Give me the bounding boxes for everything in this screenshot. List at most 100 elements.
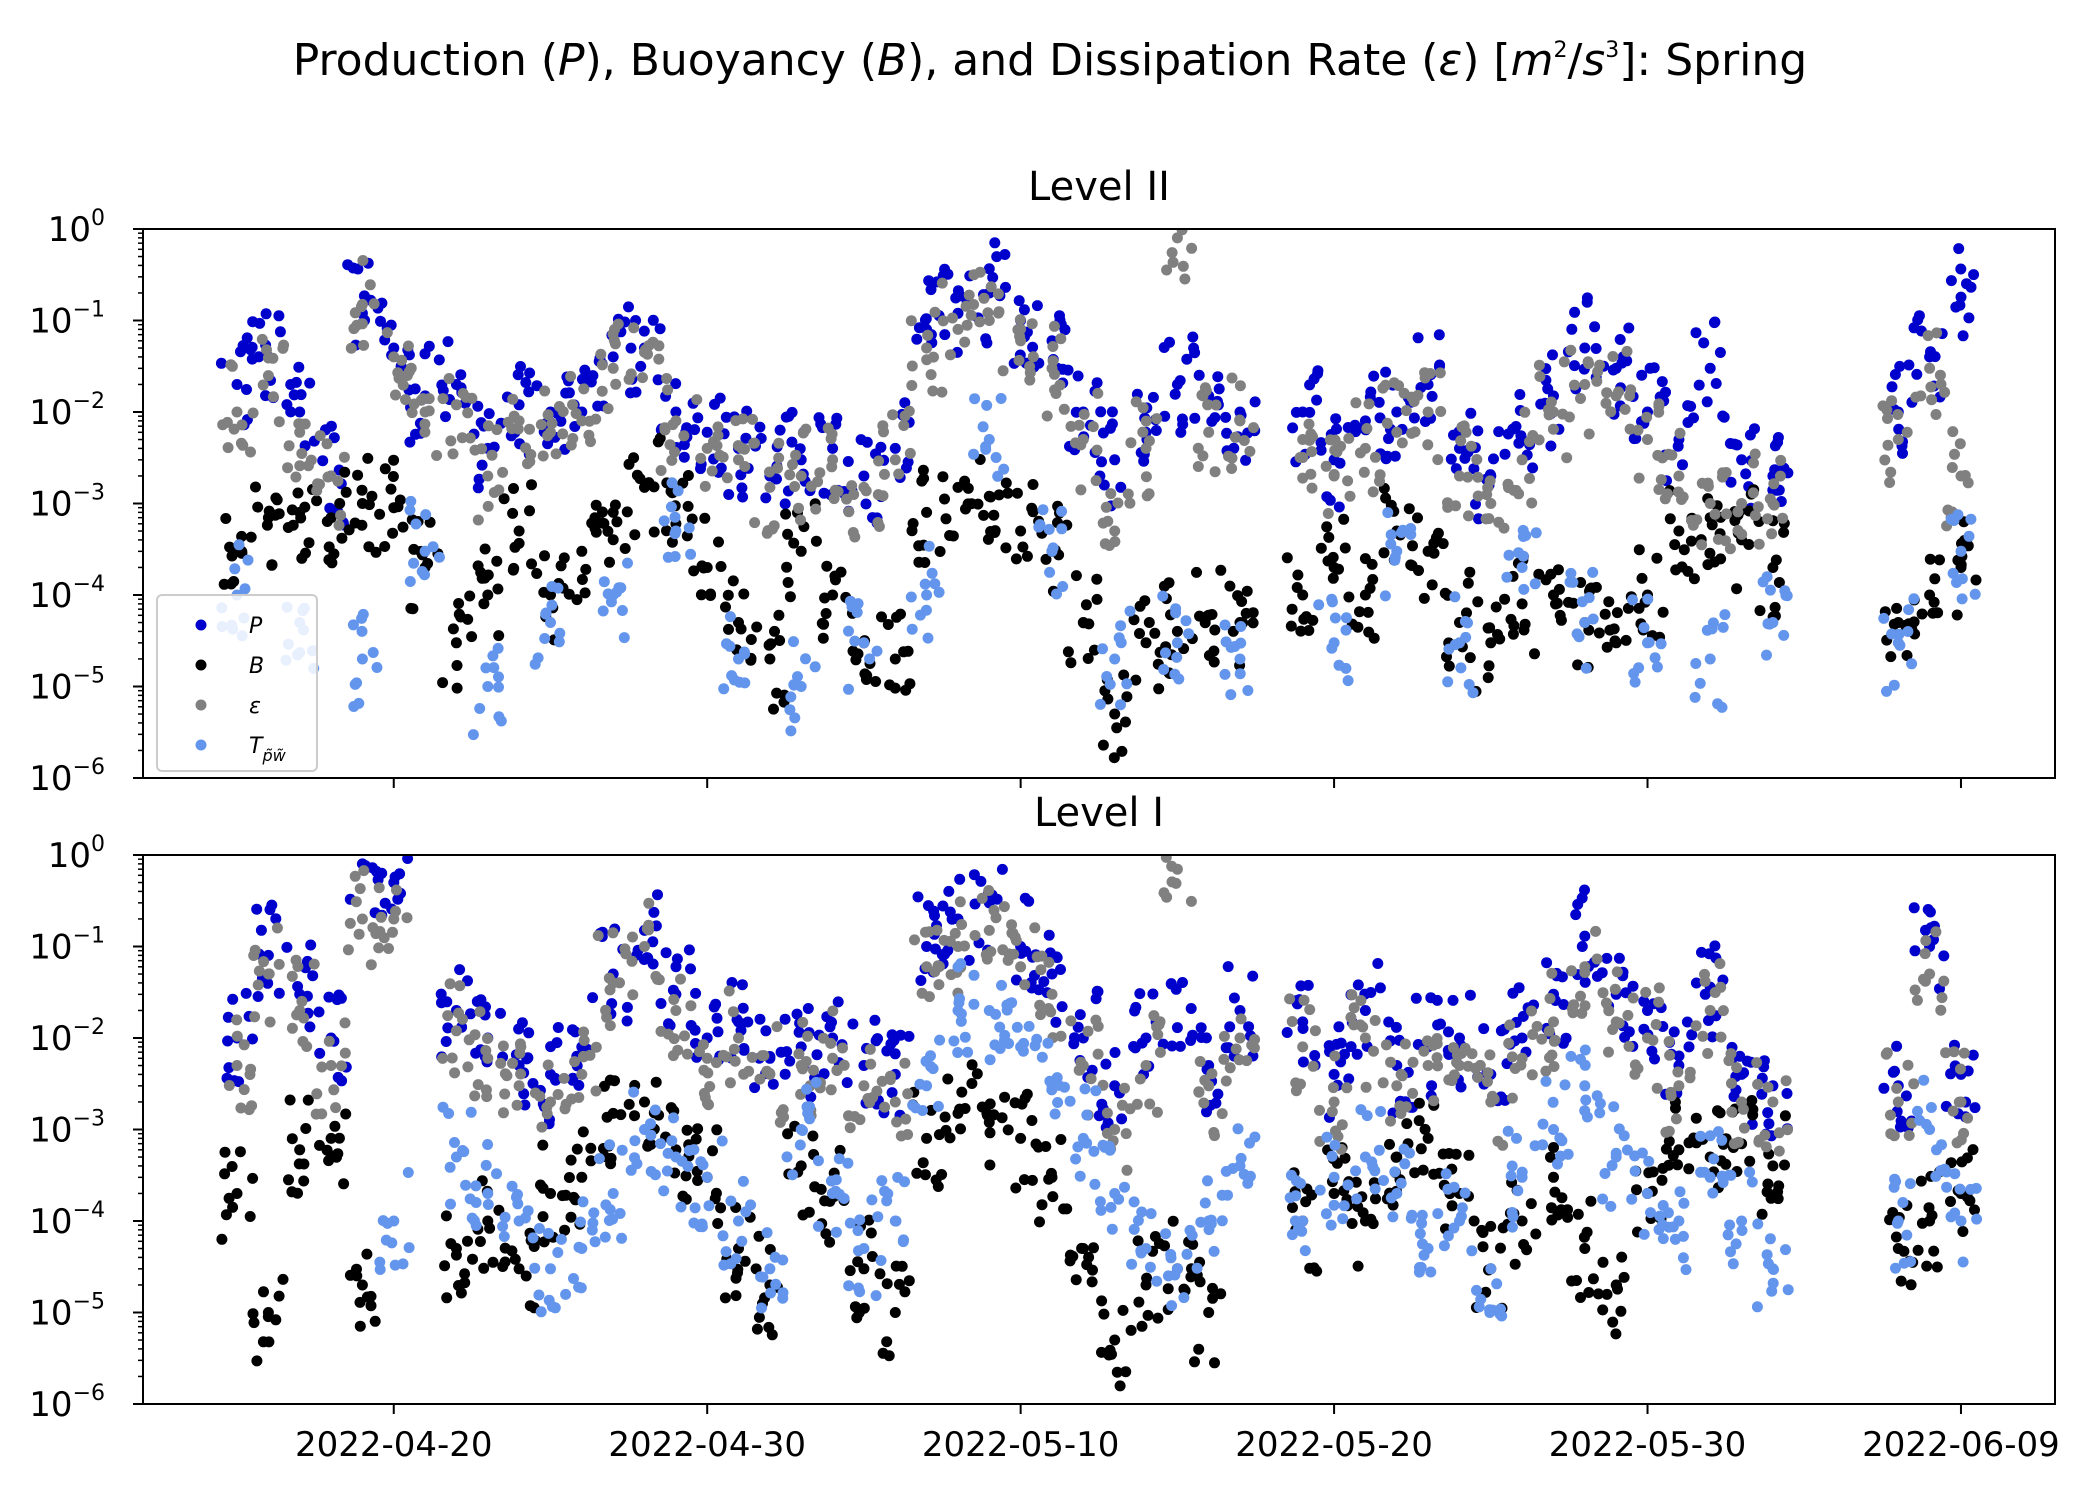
data-point-cloud [952, 961, 964, 973]
data-point-cloud [1962, 1112, 1974, 1124]
data-point-cloud [1911, 368, 1923, 380]
data-point-cloud [881, 1336, 893, 1348]
data-point-cloud [713, 536, 724, 548]
data-point-cloud [1583, 358, 1595, 370]
data-point-cloud [681, 1048, 693, 1060]
data-point-cloud [1608, 1101, 1620, 1113]
data-point-cloud [728, 1043, 740, 1055]
data-point-cloud [1351, 1193, 1363, 1205]
data-point-cloud [532, 652, 544, 664]
data-point-cloud [1040, 553, 1052, 565]
data-point-cloud [1128, 614, 1140, 626]
data-point-cloud [723, 623, 734, 635]
data-point-cloud [1915, 1175, 1927, 1187]
data-point-cloud [607, 534, 619, 546]
data-point-cloud [579, 587, 591, 599]
data-point-cloud [1151, 1106, 1163, 1118]
data-point-cloud [1238, 1168, 1250, 1180]
data-point-cloud [1068, 1038, 1080, 1050]
data-point-cloud [1762, 513, 1774, 525]
data-point-cloud [1064, 1095, 1076, 1107]
data-point-cloud [1482, 622, 1494, 634]
data-point-cloud [996, 863, 1008, 875]
data-point-cloud [217, 419, 229, 431]
data-point-cloud [1590, 343, 1602, 354]
data-point-cloud [534, 1090, 546, 1102]
data-point-cloud [1618, 1271, 1630, 1283]
data-point-cloud [1898, 1257, 1910, 1269]
data-point [858, 637, 870, 649]
data-point-cloud [391, 884, 402, 896]
data-point-cloud [819, 592, 831, 604]
data-point-cloud [1725, 1246, 1736, 1258]
data-point-cloud [1403, 503, 1415, 515]
data-point-cloud [760, 1025, 772, 1037]
data-point-cloud [1234, 414, 1246, 426]
data-point-cloud [1572, 1208, 1584, 1220]
data-point-cloud [569, 1026, 581, 1038]
data-point-cloud [947, 312, 958, 324]
data-point-cloud [784, 591, 796, 603]
data-point-cloud [451, 682, 463, 694]
data-point-cloud [1655, 638, 1667, 650]
data-point-cloud [397, 1258, 409, 1270]
data-point-cloud [965, 309, 977, 321]
data-point-cloud [835, 566, 847, 578]
data-point-cloud [1342, 475, 1354, 487]
data-point-cloud [628, 322, 640, 334]
data-point-cloud [1379, 590, 1391, 602]
data-point-cloud [1177, 260, 1189, 272]
data-point-cloud [1037, 504, 1049, 516]
data-point-cloud [1689, 691, 1701, 703]
data-point [1579, 930, 1591, 942]
data-point-cloud [1365, 987, 1377, 998]
data-point-cloud [1762, 1107, 1774, 1119]
data-point-cloud [1680, 1264, 1692, 1276]
data-point-cloud [621, 1001, 633, 1013]
data-point-cloud [427, 541, 439, 553]
data-point-cloud [423, 340, 435, 352]
data-point-cloud [1034, 1216, 1045, 1228]
data-point-cloud [1684, 1066, 1696, 1078]
data-point-cloud [1754, 605, 1766, 617]
data-point-cloud [1112, 497, 1124, 509]
data-point-cloud [462, 407, 474, 419]
data-point-cloud [1780, 1244, 1791, 1256]
data-point-cloud [1393, 380, 1405, 392]
data-point-cloud [999, 1091, 1011, 1103]
data-point-cloud [1969, 1102, 1981, 1114]
data-point-cloud [625, 342, 637, 354]
data-point-cloud [1315, 542, 1327, 554]
data-point-cloud [1327, 1082, 1339, 1094]
x-tick-label: 2022-05-20 [1235, 1425, 1433, 1465]
data-point-cloud [1751, 1301, 1763, 1313]
y-tick-label: 10−5 [29, 1290, 105, 1334]
data-point-cloud [370, 546, 382, 558]
data-point-cloud [519, 1099, 531, 1111]
data-point-cloud [686, 513, 698, 525]
data-point-cloud [1955, 559, 1967, 571]
data-point-cloud [571, 594, 583, 606]
data-point-cloud [1203, 650, 1215, 661]
data-point-cloud [1506, 1160, 1518, 1172]
data-point-cloud [1124, 497, 1136, 509]
data-point-cloud [1682, 400, 1694, 412]
data-point-cloud [925, 369, 937, 381]
data-point-cloud [668, 1112, 679, 1124]
data-point-cloud [1638, 995, 1650, 1007]
data-point [1015, 961, 1027, 973]
data-point-cloud [402, 855, 414, 864]
data-point-cloud [351, 1263, 362, 1275]
data-point-cloud [1901, 426, 1913, 438]
data-point [513, 1080, 525, 1092]
data-point-cloud [704, 1081, 716, 1092]
data-point-cloud [308, 958, 320, 970]
data-point-cloud [1101, 1107, 1113, 1119]
data-point-cloud [832, 996, 844, 1008]
data-point-cloud [1676, 561, 1688, 573]
data-point-cloud [1090, 1014, 1102, 1026]
data-point-cloud [1395, 1177, 1407, 1189]
data-point-cloud [1924, 553, 1936, 565]
data-point-cloud [717, 451, 729, 463]
data-point-cloud [628, 1086, 640, 1098]
